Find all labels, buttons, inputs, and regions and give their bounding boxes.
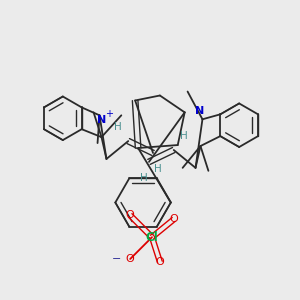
Text: O: O bbox=[169, 214, 178, 224]
Text: +: + bbox=[105, 109, 113, 119]
Text: H: H bbox=[115, 122, 122, 132]
Text: H: H bbox=[154, 164, 162, 174]
Text: Cl: Cl bbox=[146, 231, 158, 244]
Text: N: N bbox=[195, 106, 204, 116]
Text: N: N bbox=[97, 115, 106, 125]
Text: O: O bbox=[126, 210, 135, 220]
Text: −: − bbox=[112, 254, 121, 264]
Text: O: O bbox=[126, 254, 135, 264]
Text: H: H bbox=[180, 131, 188, 141]
Text: O: O bbox=[155, 257, 164, 267]
Text: H: H bbox=[140, 173, 148, 183]
